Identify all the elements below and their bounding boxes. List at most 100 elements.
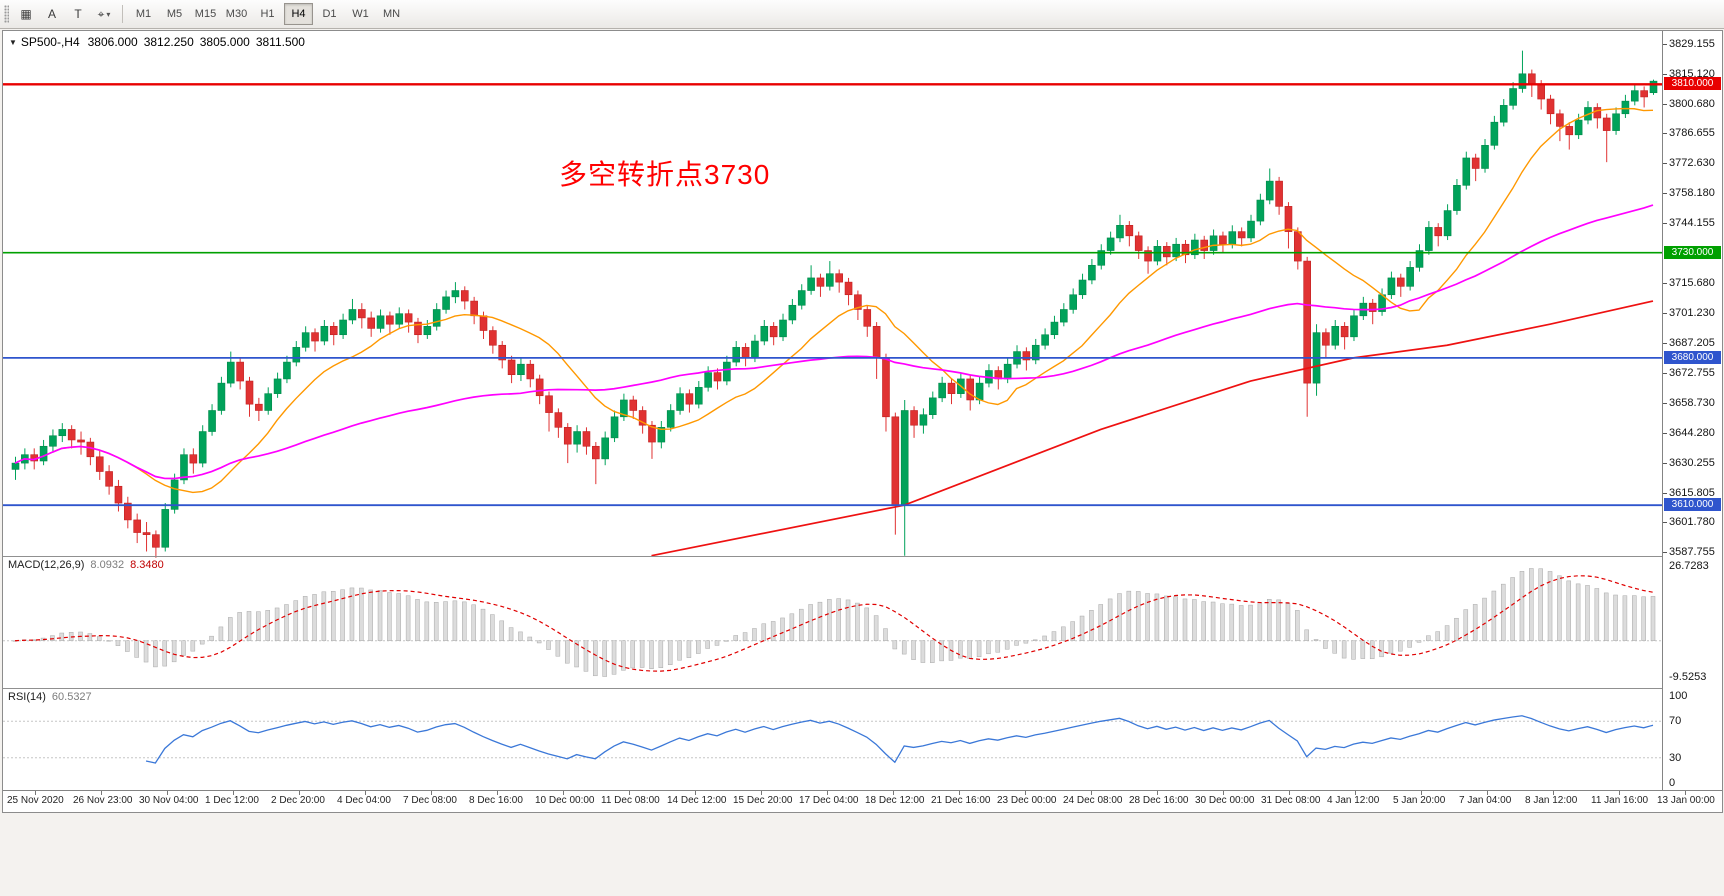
- candle-body: [236, 361, 244, 382]
- macd-histogram-bar: [96, 636, 102, 641]
- macd-axis-label: -9.5253: [1669, 671, 1707, 683]
- candle-body: [1209, 235, 1218, 251]
- timeframe-button-h4[interactable]: H4: [284, 3, 313, 25]
- candle-body: [348, 309, 357, 321]
- macd-histogram-bar: [1641, 596, 1646, 641]
- timeframe-button-m5[interactable]: M5: [166, 8, 183, 20]
- candle-body: [245, 380, 254, 405]
- time-axis-tick: [299, 791, 300, 795]
- cursor-tool-icon[interactable]: A: [47, 7, 56, 21]
- high-value: 3812.250: [143, 35, 194, 49]
- macd-histogram-bar: [621, 640, 626, 671]
- price-axis-tick: [1663, 402, 1667, 404]
- macd-histogram-bar: [1323, 640, 1328, 649]
- candle-body: [1556, 113, 1564, 127]
- time-axis-tick: [1685, 791, 1686, 795]
- timeframe-button-mn[interactable]: MN: [382, 8, 401, 20]
- chart-window[interactable]: ▼ SP500-,H4 3806.000 3812.250 3805.000 3811.5…: [2, 30, 1723, 813]
- macd-histogram-bar: [490, 614, 495, 641]
- macd-histogram-bar: [696, 640, 701, 654]
- candle-body: [816, 277, 825, 287]
- time-axis-tick: [563, 791, 564, 795]
- charts-grid-icon[interactable]: ▦: [20, 7, 32, 21]
- macd-histogram-bar: [480, 608, 486, 641]
- collapse-triangle-icon[interactable]: ▼: [9, 38, 17, 47]
- draw-tools-icon[interactable]: ⌖ ▾: [97, 6, 111, 21]
- candle-body: [133, 519, 141, 533]
- timeframe-button-m1[interactable]: M1: [135, 8, 152, 20]
- macd-panel[interactable]: MACD(12,26,9) 8.0932 8.3480: [3, 556, 1662, 689]
- candle-body: [1078, 279, 1087, 296]
- macd-histogram-bar: [1416, 640, 1422, 643]
- toolbar-grip[interactable]: [4, 5, 9, 23]
- candle-body: [835, 273, 843, 283]
- candle-body: [1050, 321, 1059, 336]
- macd-histogram-bar: [237, 612, 242, 641]
- macd-histogram-bar: [1454, 617, 1459, 641]
- timeframe-button-d1[interactable]: D1: [322, 8, 337, 20]
- candle-body: [339, 319, 347, 336]
- candle-body: [1022, 351, 1031, 361]
- candle-body: [947, 382, 956, 394]
- candle-body: [1368, 302, 1377, 312]
- candle-body: [1172, 243, 1180, 258]
- candle-body: [694, 387, 703, 405]
- macd-histogram-bar: [864, 607, 870, 641]
- time-axis-tick: [1091, 791, 1092, 795]
- candle-body: [198, 431, 207, 464]
- candle-body: [1350, 315, 1358, 338]
- macd-histogram-bar: [639, 640, 645, 668]
- main-chart-canvas[interactable]: [3, 31, 1662, 558]
- timeframe-button-m30[interactable]: M30: [225, 8, 248, 20]
- candle-body: [414, 321, 422, 336]
- candle-body: [161, 509, 170, 548]
- candle-body: [180, 454, 188, 481]
- candle-body: [1612, 113, 1620, 131]
- rsi-panel[interactable]: RSI(14) 60.5327: [3, 688, 1662, 791]
- macd-histogram-bar: [593, 640, 598, 677]
- macd-histogram-bar: [761, 623, 767, 641]
- macd-histogram-bar: [134, 640, 139, 658]
- candle-body: [1097, 250, 1106, 266]
- rsi-chart-canvas[interactable]: [3, 689, 1662, 790]
- text-tool-icon[interactable]: T: [74, 7, 82, 21]
- candle-body: [67, 429, 76, 441]
- candle-body: [432, 309, 441, 327]
- macd-chart-canvas[interactable]: [3, 557, 1662, 688]
- candle-body: [807, 277, 815, 291]
- macd-signal-value: 8.3480: [130, 559, 164, 571]
- candle-body: [226, 361, 235, 384]
- time-axis-label: 28 Dec 16:00: [1129, 795, 1189, 806]
- time-axis-tick: [959, 791, 960, 795]
- candle-body: [1116, 225, 1124, 239]
- time-axis-tick: [629, 791, 630, 795]
- macd-histogram-bar: [274, 607, 280, 641]
- candle-body: [1125, 225, 1134, 237]
- candle-body: [376, 315, 385, 329]
- macd-histogram-bar: [1248, 604, 1253, 641]
- candle-body: [114, 485, 123, 504]
- macd-histogram-bar: [780, 617, 785, 641]
- candle-body: [1069, 294, 1077, 310]
- candle-body: [442, 296, 450, 310]
- macd-histogram-bar: [1632, 595, 1637, 641]
- macd-histogram-bar: [359, 587, 364, 641]
- time-axis-tick: [101, 791, 102, 795]
- timeframe-button-m15[interactable]: M15: [194, 8, 217, 20]
- macd-histogram-bar: [115, 640, 121, 646]
- timeframe-button-h1[interactable]: H1: [260, 8, 275, 20]
- macd-histogram-bar: [883, 628, 888, 641]
- candle-body: [1144, 250, 1152, 262]
- candle-body: [1462, 157, 1471, 186]
- time-axis-label: 7 Jan 04:00: [1459, 795, 1512, 806]
- macd-histogram-bar: [153, 640, 158, 668]
- macd-histogram-bar: [1182, 598, 1188, 641]
- timeframe-button-w1[interactable]: W1: [352, 8, 369, 20]
- time-axis-label: 8 Dec 16:00: [469, 795, 523, 806]
- chart-annotation-text[interactable]: 多空转折点3730: [559, 159, 771, 190]
- price-axis-label: 3687.205: [1669, 336, 1715, 349]
- macd-histogram-bar: [1173, 596, 1178, 641]
- candle-body: [451, 290, 460, 298]
- macd-histogram-bar: [1482, 597, 1487, 641]
- candle-body: [1060, 309, 1068, 323]
